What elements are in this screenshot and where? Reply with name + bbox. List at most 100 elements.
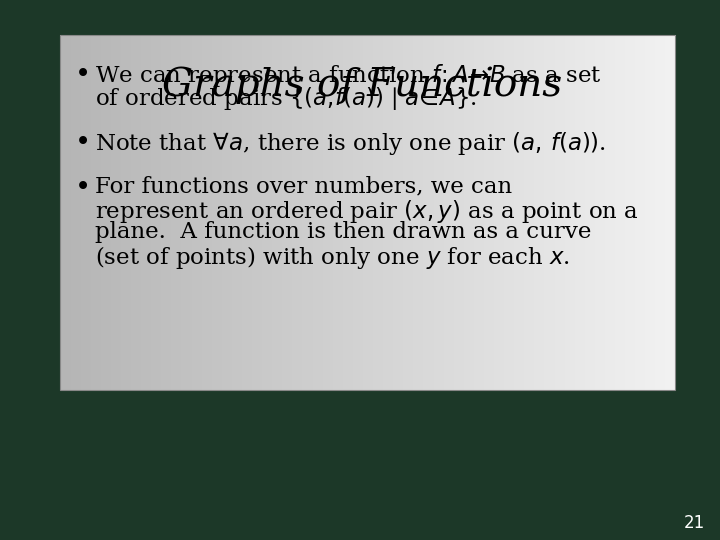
Bar xyxy=(495,35,496,390)
Bar xyxy=(390,35,391,390)
Bar xyxy=(635,35,636,390)
Bar xyxy=(225,35,226,390)
Bar xyxy=(387,35,388,390)
Bar xyxy=(446,35,447,390)
Bar xyxy=(245,35,246,390)
Bar xyxy=(354,35,355,390)
Bar xyxy=(459,35,460,390)
Bar xyxy=(500,35,502,390)
Bar xyxy=(526,35,528,390)
Bar xyxy=(174,35,176,390)
Bar xyxy=(230,35,232,390)
Bar xyxy=(559,35,560,390)
Bar xyxy=(194,35,195,390)
Bar xyxy=(463,35,464,390)
Bar xyxy=(595,35,596,390)
Bar xyxy=(454,35,455,390)
Bar xyxy=(299,35,300,390)
Bar xyxy=(81,35,82,390)
Bar xyxy=(653,35,654,390)
Bar xyxy=(479,35,480,390)
Bar xyxy=(482,35,483,390)
Bar xyxy=(640,35,642,390)
Bar xyxy=(330,35,333,390)
Bar xyxy=(522,35,523,390)
Bar xyxy=(284,35,286,390)
Bar xyxy=(80,49,645,51)
Bar xyxy=(262,35,264,390)
Bar xyxy=(193,35,194,390)
Bar xyxy=(167,35,168,390)
Bar xyxy=(419,35,420,390)
Bar xyxy=(611,35,613,390)
Bar xyxy=(544,35,546,390)
Bar xyxy=(80,78,645,79)
Bar xyxy=(314,35,315,390)
Bar xyxy=(327,35,328,390)
Bar xyxy=(246,35,247,390)
Bar xyxy=(569,35,570,390)
Bar xyxy=(602,35,603,390)
Bar xyxy=(80,104,645,106)
Bar xyxy=(276,35,278,390)
Bar xyxy=(616,35,617,390)
Bar xyxy=(80,79,645,80)
Bar xyxy=(598,35,600,390)
Bar xyxy=(80,71,645,72)
Bar xyxy=(382,35,384,390)
Bar xyxy=(80,111,645,112)
Bar xyxy=(164,35,166,390)
Bar xyxy=(525,35,527,390)
Bar xyxy=(530,35,531,390)
Bar xyxy=(117,35,119,390)
Bar xyxy=(461,35,462,390)
Bar xyxy=(197,35,199,390)
Bar xyxy=(67,35,68,390)
Bar xyxy=(86,35,87,390)
Bar xyxy=(600,35,601,390)
Bar xyxy=(227,35,228,390)
Bar xyxy=(156,35,157,390)
Bar xyxy=(111,35,112,390)
Bar xyxy=(356,35,358,390)
Bar xyxy=(177,35,179,390)
Bar xyxy=(439,35,441,390)
Bar xyxy=(125,35,127,390)
Bar xyxy=(351,35,353,390)
Bar xyxy=(143,35,145,390)
Bar xyxy=(141,35,143,390)
Bar xyxy=(540,35,541,390)
Bar xyxy=(114,35,115,390)
Bar xyxy=(549,35,551,390)
Bar xyxy=(233,35,235,390)
Bar xyxy=(125,35,126,390)
Bar xyxy=(423,35,425,390)
Bar xyxy=(333,35,334,390)
Bar xyxy=(148,35,150,390)
Text: plane.  A function is then drawn as a curve: plane. A function is then drawn as a cur… xyxy=(95,221,591,243)
Bar xyxy=(130,35,131,390)
Bar xyxy=(651,35,653,390)
Bar xyxy=(222,35,224,390)
Bar xyxy=(619,35,621,390)
Bar xyxy=(274,35,275,390)
Bar xyxy=(426,35,428,390)
Bar xyxy=(343,35,344,390)
Bar xyxy=(83,35,84,390)
Bar xyxy=(369,35,371,390)
Bar xyxy=(88,35,89,390)
Bar xyxy=(80,86,645,87)
Bar xyxy=(523,35,525,390)
Bar xyxy=(109,35,110,390)
Bar xyxy=(614,35,616,390)
Bar xyxy=(618,35,620,390)
Bar xyxy=(527,35,528,390)
Bar xyxy=(80,122,645,123)
Text: of ordered pairs $\{(a,\!f(a))\mid a\!\in\!A\}$.: of ordered pairs $\{(a,\!f(a))\mid a\!\i… xyxy=(95,85,477,112)
Bar xyxy=(451,35,452,390)
Bar xyxy=(383,35,385,390)
Bar xyxy=(145,35,147,390)
Bar xyxy=(135,35,137,390)
Bar xyxy=(585,35,586,390)
Bar xyxy=(149,35,150,390)
